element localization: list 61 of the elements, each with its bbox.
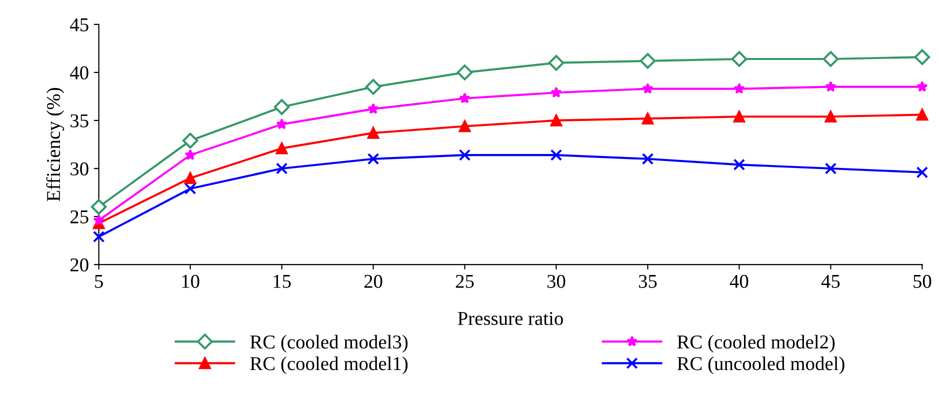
- x-tick-label: 20: [364, 274, 382, 288]
- point: [276, 118, 288, 130]
- point: [825, 80, 836, 92]
- x-tick-label: 15: [274, 274, 291, 288]
- point: [642, 112, 654, 124]
- point: [822, 51, 839, 67]
- point: [458, 120, 471, 132]
- point: [367, 152, 380, 165]
- point: [93, 214, 104, 226]
- point: [824, 162, 837, 174]
- point: [368, 103, 379, 114]
- x-tick-label: 30: [547, 274, 566, 288]
- point: [456, 64, 473, 80]
- point: [458, 149, 471, 161]
- point: [548, 54, 564, 71]
- y-tick-label: 45: [70, 18, 88, 32]
- point: [733, 110, 746, 123]
- point: [550, 149, 562, 161]
- x-tick-label: 25: [456, 274, 474, 288]
- point: [274, 99, 290, 115]
- point: [642, 152, 654, 165]
- point: [916, 108, 928, 121]
- y-tick-label: 20: [70, 258, 88, 272]
- point: [90, 199, 107, 215]
- point: [276, 142, 288, 154]
- y-tick-label: 40: [70, 66, 88, 80]
- point: [459, 92, 470, 104]
- point: [550, 114, 562, 126]
- legend-label: RC (cooled model3): [250, 334, 408, 353]
- x-axis-title: Pressure ratio: [458, 312, 563, 326]
- point: [184, 172, 196, 184]
- point: [276, 162, 288, 174]
- point: [916, 166, 928, 178]
- point: [367, 127, 380, 139]
- y-tick-label: 30: [70, 162, 88, 176]
- point: [550, 86, 562, 98]
- legend-label: RC (cooled model1): [250, 356, 408, 374]
- legend-label: RC (cooled model2): [677, 334, 835, 353]
- point: [914, 49, 930, 65]
- point: [733, 158, 746, 171]
- y-tick-label: 25: [70, 210, 88, 224]
- point: [640, 53, 656, 69]
- x-tick-label: 5: [95, 275, 103, 288]
- point: [916, 80, 928, 92]
- point: [731, 51, 748, 67]
- point: [182, 132, 198, 149]
- point: [734, 82, 745, 94]
- y-axis-title: Efficiency (%): [46, 88, 64, 202]
- point: [184, 149, 196, 160]
- point: [642, 82, 654, 94]
- point: [184, 182, 196, 195]
- x-tick-label: 10: [182, 274, 200, 288]
- x-tick-label: 50: [914, 274, 932, 288]
- point: [365, 78, 382, 95]
- y-tick-label: 35: [70, 114, 88, 128]
- legend-label: RC (uncooled model): [677, 356, 844, 374]
- x-tick-label: 40: [730, 274, 748, 288]
- x-tick-label: 35: [638, 274, 657, 288]
- point: [824, 110, 837, 123]
- point: [92, 230, 105, 243]
- x-tick-label: 45: [821, 274, 840, 288]
